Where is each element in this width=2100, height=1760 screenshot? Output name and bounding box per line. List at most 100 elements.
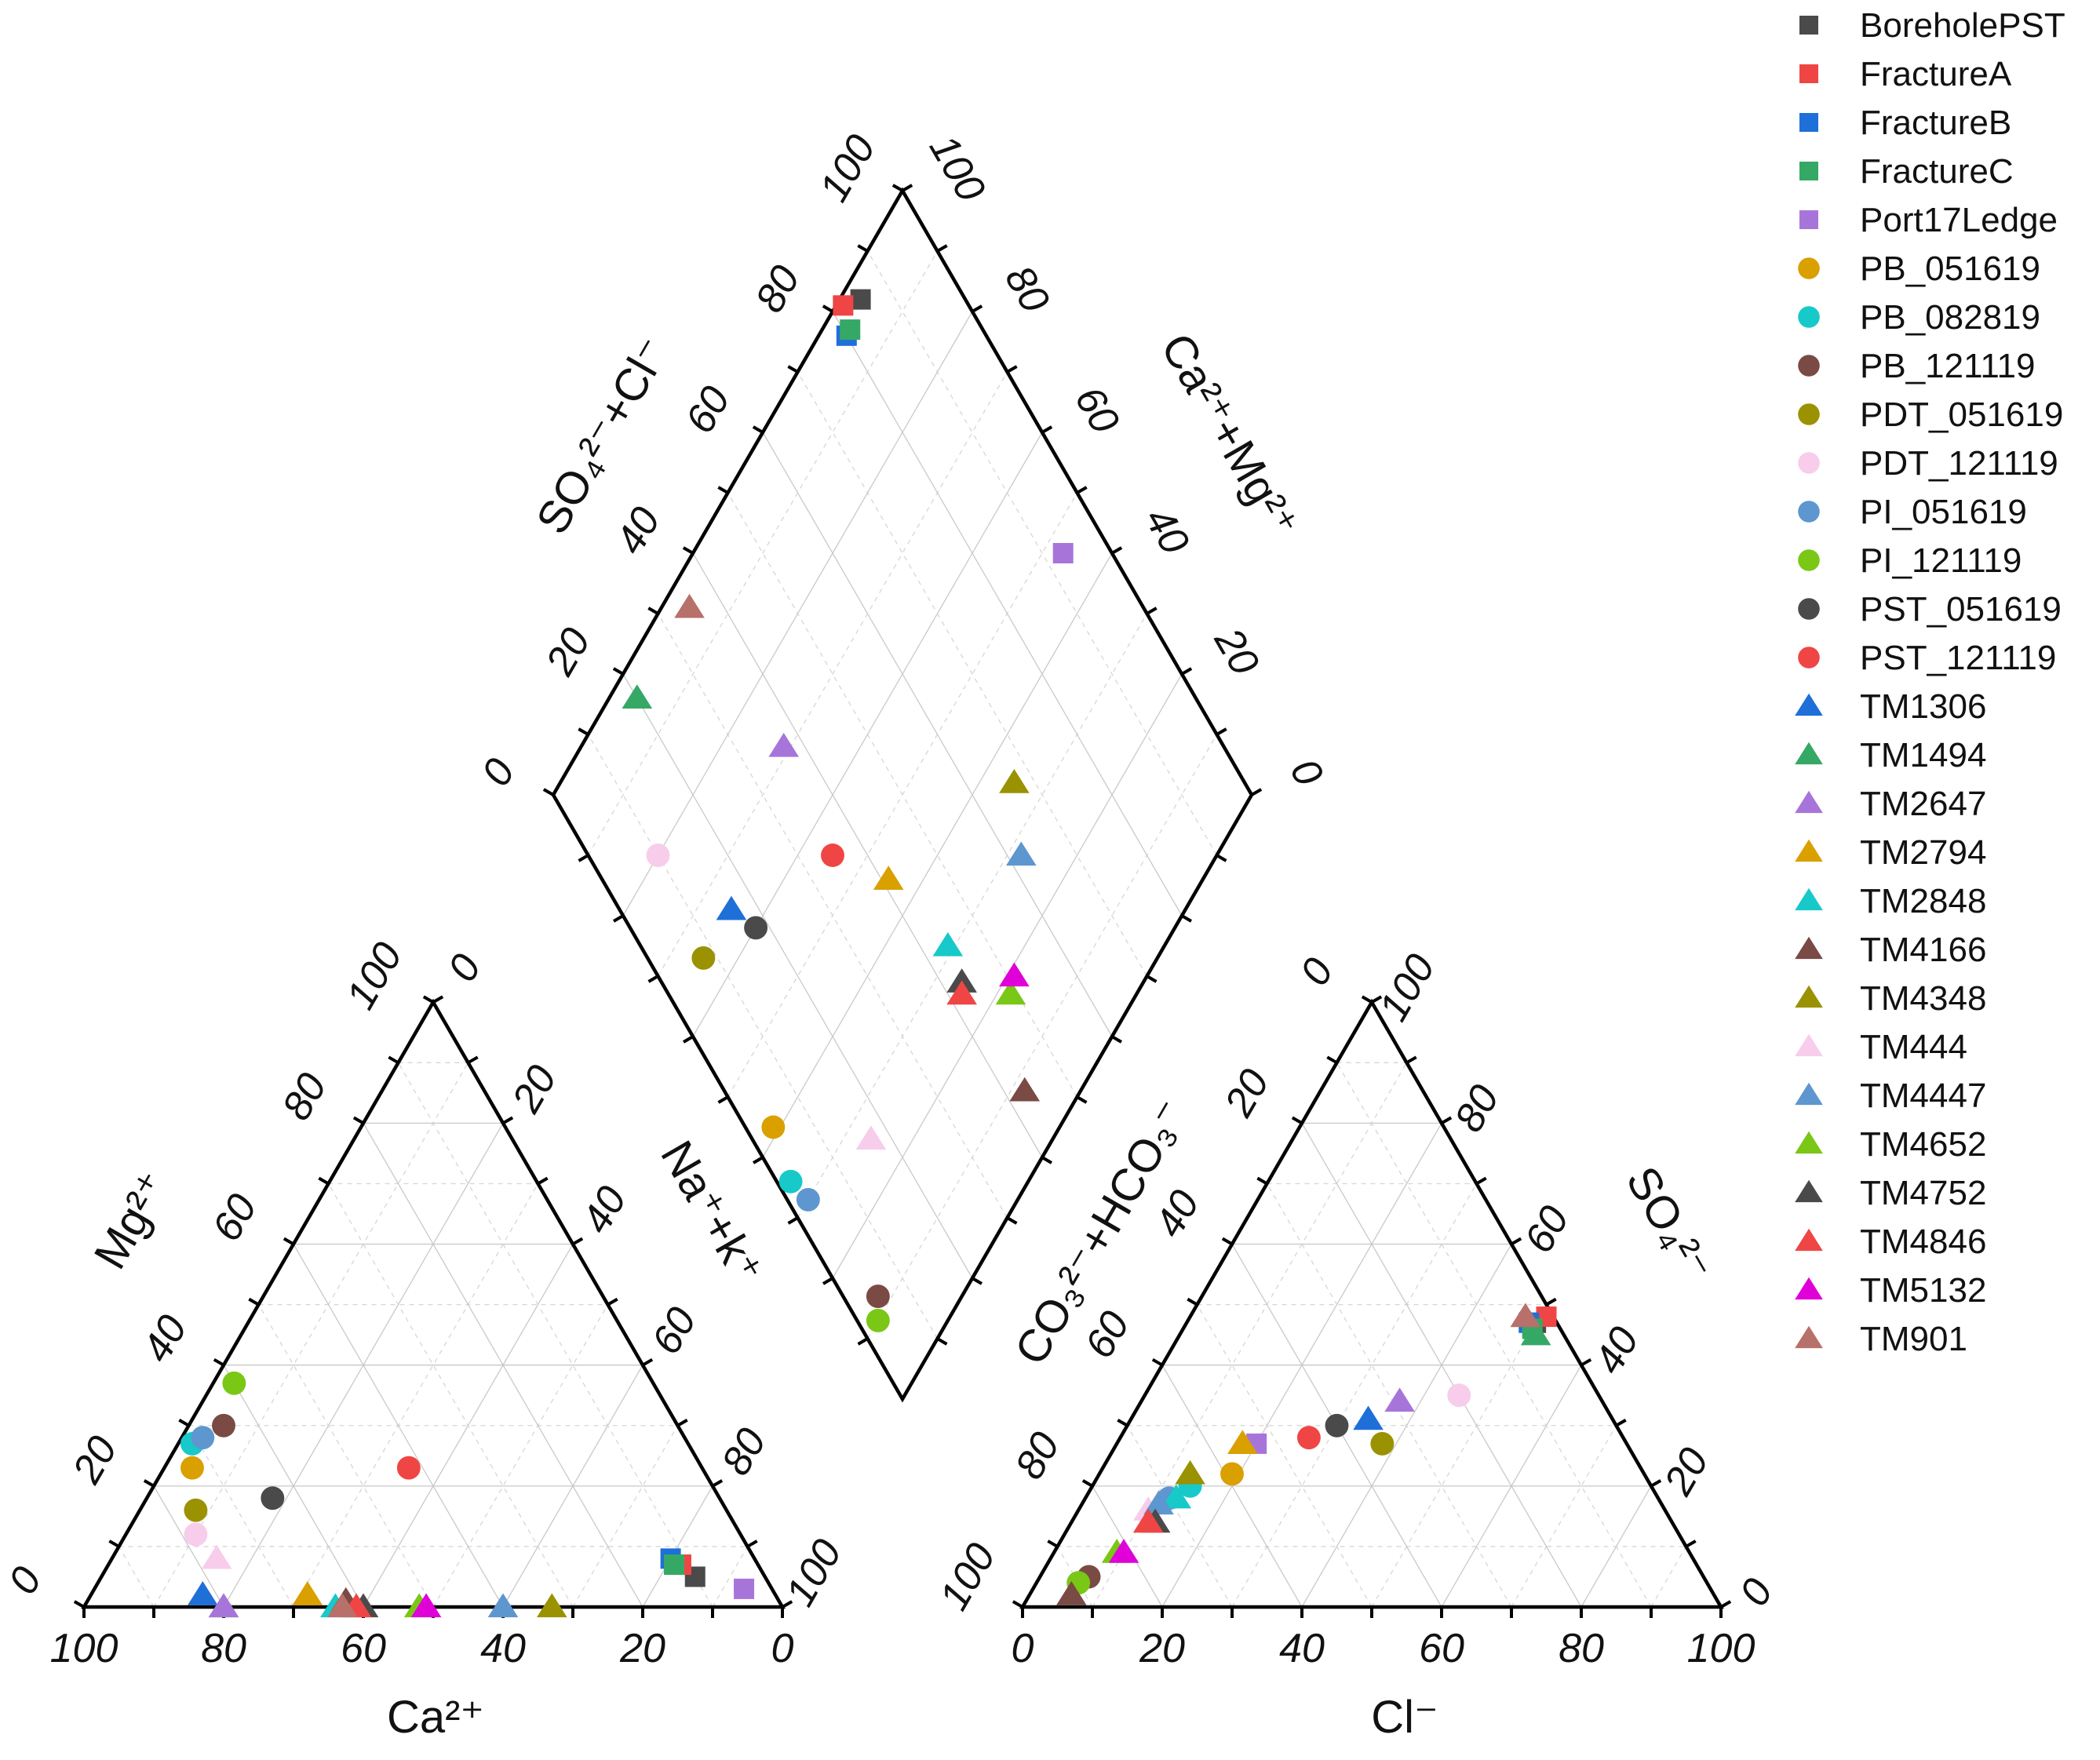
legend-marker-tm1494 [1795,742,1823,765]
legend-marker-pb-051619 [1798,257,1820,279]
legend-label-fracturec: FractureC [1860,152,2014,191]
legend-marker-fracturea [1799,64,1818,83]
legend-marker-tm4447 [1795,1082,1823,1106]
point-pi-121119-cation [222,1371,246,1395]
diamond-lower-right-tick-7 [1006,1216,1018,1225]
diamond-lower-left-tick-5 [717,1095,729,1104]
legend-label-tm4447: TM4447 [1860,1077,1986,1115]
anion-grid-a-5 [1196,1304,1373,1608]
point-tm2794-diamond [873,865,904,890]
point-tm1494-anion [1520,1321,1551,1346]
legend-marker-tm901 [1795,1325,1823,1349]
point-tm2647-anion [1384,1387,1415,1412]
point-tm2647-cation [208,1593,239,1618]
point-pb-051619-cation [180,1456,204,1480]
diamond-lower-right-tick-3 [1146,975,1158,983]
cation-left-tick-5 [248,1297,260,1306]
anion-left-tick-6 [1221,1237,1233,1246]
cation-right-tick-5 [607,1297,618,1306]
legend-label-tm444: TM444 [1860,1028,1967,1066]
data-points [180,289,1557,1618]
anion-left-tick-5 [1187,1297,1198,1306]
anion-left-tick-label-8: 20 [1216,1062,1278,1124]
anion-right-tick-label-6: 60 [1516,1198,1578,1260]
diamond-lower-right-tick-6 [1041,1156,1053,1164]
point-pst-121119-cation [396,1456,421,1480]
cation-right-tick-4 [572,1237,584,1246]
anion-right-tick-label-4: 40 [1586,1320,1648,1382]
cation-left-tick-label-2: 20 [64,1429,126,1492]
diamond-left-tick-label-0: 0 [473,751,524,793]
legend-label-tm4166: TM4166 [1860,931,1986,969]
point-tm2794-anion [1227,1430,1258,1455]
anion-grid-a-1 [1056,1546,1093,1608]
cation-left-tick-8 [352,1116,364,1125]
cation-right-tick-10 [782,1600,793,1609]
grid-layer [118,250,1687,1608]
diamond-lower-left-tick-2 [612,914,625,923]
point-tm2794-cation [292,1581,323,1605]
diamond-left-tick-4 [682,546,694,555]
cation-grid-a-5 [257,1304,434,1608]
legend-label-tm4752: TM4752 [1860,1174,1986,1212]
point-fracturec-cation [664,1554,685,1576]
diamond-grid-b-4 [692,552,1043,1158]
point-tm4348-anion [1175,1459,1205,1485]
cation-grid-a-2 [153,1485,224,1608]
diamond-left-tick-3 [647,607,659,615]
anion-bottom-tick-label-6: 60 [1419,1626,1464,1671]
point-port17ledge-diamond [1052,543,1074,563]
cation-right-tick-label-8: 80 [713,1421,775,1483]
anion-right-tick-9 [1405,1055,1417,1065]
cation-bottom-tick-label-0: 100 [50,1626,118,1671]
point-tm1306-anion [1353,1405,1384,1430]
cation-right-tick-1 [467,1055,479,1065]
diamond-lower-right-tick-4 [1110,1035,1123,1044]
anion-left-tick-3 [1117,1419,1128,1427]
cation-grid-b-9 [712,1546,749,1608]
anion-right-tick-label-0: 0 [1731,1571,1782,1613]
diamond-left-tick-8 [822,304,833,313]
cation-right-tick-label-0: 0 [439,947,490,989]
legend-marker-pb-082819 [1798,306,1820,328]
diamond-left-tick-label-10: 100 [811,127,884,209]
diamond-left-tick-5 [717,486,729,494]
diamond-right-tick-10 [902,184,913,192]
point-tm2848-anion [1161,1484,1192,1509]
point-tm901-diamond [674,593,705,618]
diamond-right-tick-5 [1076,486,1088,494]
point-pst-051619-anion [1325,1413,1349,1438]
anion-left-tick-label-4: 60 [1077,1304,1139,1366]
legend-marker-tm4846 [1795,1228,1823,1252]
legend-label-tm2848: TM2848 [1860,882,1986,920]
cation-left-tick-10 [422,995,434,1004]
legend-label-tm4652: TM4652 [1860,1125,1986,1164]
legend-marker-pi-051619 [1798,501,1820,523]
diamond-lower-right-tick-9 [936,1337,948,1346]
point-tm1306-diamond [716,895,747,920]
cation-grid-a-6 [293,1244,504,1608]
point-pdt-051619-diamond [691,946,716,970]
cation-left-tick-6 [283,1237,294,1246]
legend-marker-tm2848 [1795,887,1823,911]
legend-marker-tm1306 [1795,693,1823,716]
legend-label-pst-121119: PST_121119 [1860,639,2056,677]
legend-marker-boreholepst [1799,16,1818,35]
point-pb-051619-diamond [761,1115,786,1139]
point-tm5132-anion [1108,1539,1139,1563]
point-tm901-anion [1510,1303,1541,1328]
diamond-grid-a-7 [657,371,1008,977]
diamond-left-tick-label-2: 20 [537,621,600,683]
anion-left-tick-7 [1256,1176,1268,1186]
cation-right-tick-label-2: 20 [503,1058,566,1120]
cation-right-tick-8 [712,1479,724,1488]
diamond-grid-b-8 [832,311,1183,916]
point-tm4166-anion [1055,1581,1087,1605]
cation-right-tick-label-4: 40 [574,1179,636,1241]
legend-label-pdt-051619: PDT_051619 [1860,395,2063,434]
anion-grid-a-4 [1161,1365,1303,1608]
point-pdt-121119-diamond [646,844,670,867]
point-tm2647-diamond [768,732,800,757]
point-fracturec-diamond [840,319,861,341]
legend-marker-pb-121119 [1798,355,1820,377]
